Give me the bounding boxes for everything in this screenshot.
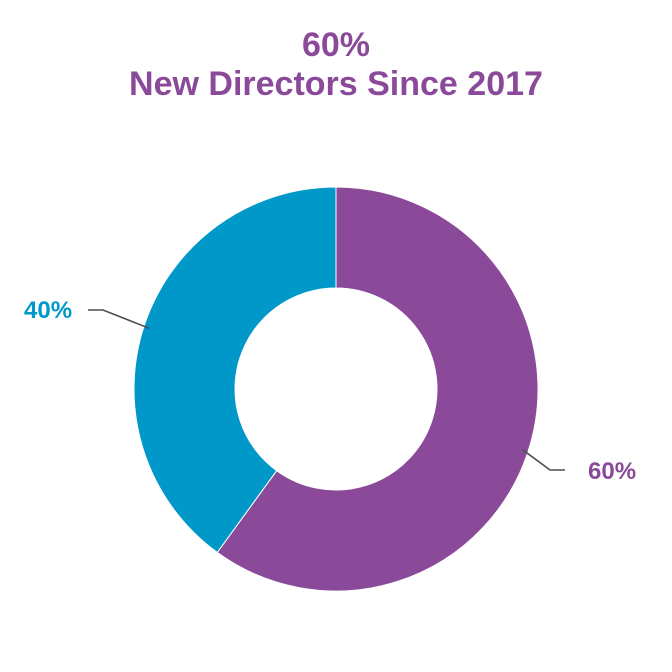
donut-slices — [133, 186, 539, 592]
donut-slice-2 — [133, 186, 337, 554]
leader-line-2 — [88, 309, 150, 330]
data-label-1: 60% — [588, 458, 636, 485]
donut-slice-1 — [216, 186, 539, 592]
chart-title: New Directors Since 2017 — [129, 65, 543, 103]
leader-line-1 — [521, 448, 565, 471]
chart-title-value: 60% — [301, 26, 371, 64]
data-label-2: 40% — [24, 297, 72, 324]
donut-labels: 60% 40% — [24, 297, 636, 485]
